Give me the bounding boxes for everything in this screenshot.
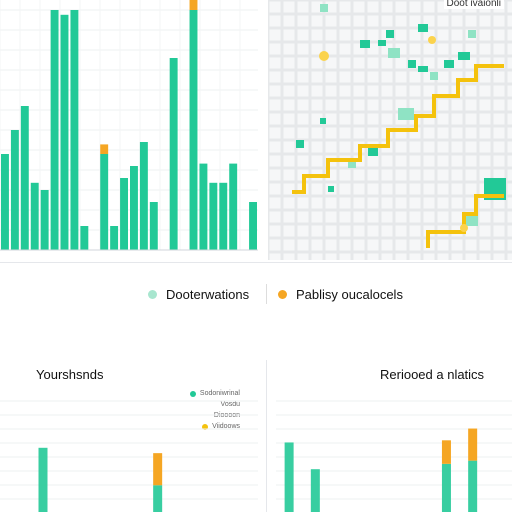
map-route-1 (292, 64, 504, 194)
bar-orange-7 (468, 428, 478, 461)
map-marker (319, 51, 329, 61)
map-tile (388, 48, 400, 58)
bar-green-21 (209, 182, 218, 250)
map-tile (398, 108, 414, 120)
legend-item-2[interactable]: Pablisy oucalocels (278, 287, 403, 302)
bar-orange-5 (153, 453, 163, 486)
bar-green-19 (189, 10, 198, 250)
map-tile (296, 140, 304, 148)
map-tile (418, 24, 428, 32)
bar-green-1 (38, 447, 48, 512)
mini-legend-row-1: Sodoniwrinal (170, 388, 240, 399)
bar-green-2 (20, 106, 29, 250)
bar-orange-19 (189, 0, 198, 10)
bar-green-22 (219, 182, 228, 250)
legend: Dooterwations Pablisy oucalocels (0, 280, 512, 310)
legend-label-2: Pablisy oucalocels (296, 287, 403, 302)
map-tile (464, 216, 478, 226)
bar-orange-6 (441, 440, 451, 464)
map-tile (368, 148, 378, 156)
bar-green-0 (284, 442, 294, 512)
legend-label-1: Dooterwations (166, 287, 250, 302)
bar-green-7 (70, 10, 79, 250)
map-tile (408, 60, 416, 68)
bar-green-6 (60, 14, 69, 250)
map-tile (320, 4, 328, 12)
map-panel: Doot ivaionli (268, 0, 512, 260)
bar-green-8 (80, 226, 89, 250)
bottom-divider (266, 360, 267, 512)
map-tile (320, 118, 326, 124)
bar-green-6 (441, 463, 451, 512)
map-tile (430, 72, 438, 80)
bar-green-7 (468, 460, 478, 512)
map-marker (428, 36, 436, 44)
map-tile (468, 30, 476, 38)
bar-green-17 (169, 58, 178, 250)
legend-swatch-2 (278, 290, 287, 299)
bar-green-5 (153, 485, 163, 512)
top-divider (0, 262, 512, 263)
bottom-left-chart-title: Yourshsnds (36, 367, 104, 382)
bar-green-13 (130, 166, 138, 250)
map-tile (378, 40, 386, 46)
bar-green-15 (149, 202, 158, 250)
map-tile (328, 186, 334, 192)
bottom-right-chart-svg (276, 400, 512, 512)
map-title: Doot ivaionli (443, 0, 504, 9)
map-tile (386, 30, 394, 38)
bar-green-1 (310, 469, 320, 512)
map-svg (268, 0, 512, 260)
mini-legend-row-4: Viidoows (170, 421, 240, 432)
legend-separator (266, 284, 267, 304)
bar-green-14 (139, 142, 148, 250)
legend-item-1[interactable]: Dooterwations (148, 287, 249, 302)
bar-green-3 (30, 182, 39, 250)
bar-green-5 (50, 10, 59, 250)
bar-green-12 (120, 178, 128, 250)
bottom-left-chart (0, 395, 258, 512)
map-tile (444, 60, 454, 68)
map-tile (360, 40, 370, 48)
bar-orange-10 (100, 144, 109, 154)
bar-green-1 (10, 130, 19, 250)
map-tile (458, 52, 470, 60)
bottom-right-chart-title: Reriooed a nlatics (380, 367, 485, 382)
map-marker (460, 224, 468, 232)
bottom-right-chart (276, 395, 512, 512)
bottom-left-chart-svg (0, 400, 258, 512)
mini-legend-row-2: Vosdu (220, 401, 240, 408)
main-bar-chart (0, 0, 258, 260)
bar-green-10 (100, 154, 109, 250)
bar-green-25 (249, 202, 257, 250)
bar-green-4 (40, 190, 49, 250)
legend-swatch-1 (148, 290, 157, 299)
map-tile (348, 160, 356, 168)
bar-green-11 (110, 226, 119, 250)
main-bar-chart-svg (0, 0, 258, 251)
map-tile (418, 66, 428, 72)
bar-green-20 (199, 163, 208, 250)
bar-green-23 (229, 163, 238, 250)
bar-green-0 (1, 154, 9, 250)
map-route-2 (426, 194, 504, 248)
